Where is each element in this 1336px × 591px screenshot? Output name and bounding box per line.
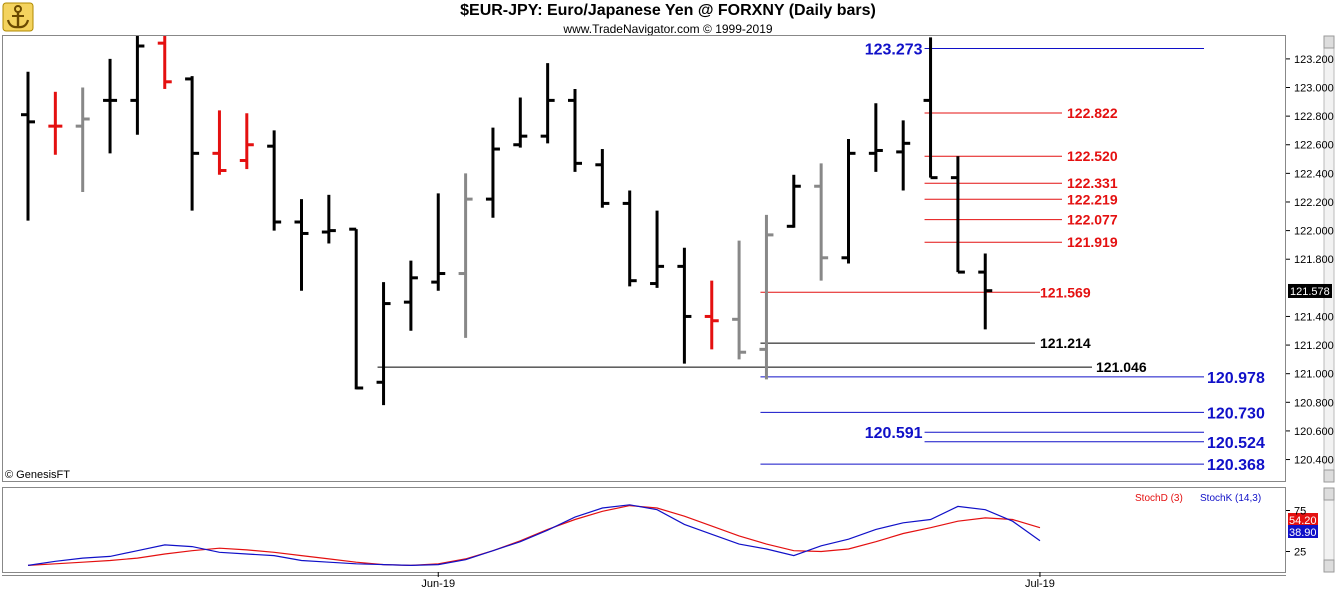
chart-subtitle: www.TradeNavigator.com © 1999-2019 [563,22,773,36]
ohlc-bar [759,214,774,380]
stochastic-value-box [1288,525,1318,538]
blue-level-label: 120.591 [865,425,923,442]
red-level-label: 122.219 [1067,191,1118,207]
stochastic-tick-label: 25 [1294,547,1306,559]
ohlc-bar [540,63,555,144]
stochastic-legend-label: StochK (14,3) [1200,493,1261,504]
last-price-box [1288,283,1332,298]
ohlc-bar [704,280,719,350]
stochastic-value-label: 54.20 [1289,515,1317,527]
price-tick-label: 122.800 [1294,111,1334,123]
black-level-label: 121.046 [1096,359,1147,375]
ohlc-bar [48,91,63,155]
time-axis-labels: Jun-19 Jul-19 [421,572,1055,590]
price-tick-label: 121.000 [1294,369,1334,381]
last-price-label: 121.578 [1290,286,1330,298]
price-tick-label: 120.400 [1294,455,1334,467]
last-price-marker: 121.578 [1288,283,1332,298]
chart-header: $EUR-JPY: Euro/Japanese Yen @ FORXNY (Da… [0,0,1336,36]
price-levels: 123.273 120.978 120.730 120.591 120.524 120.3… [377,41,1265,474]
credit-label: © GenesisFT [5,469,70,481]
stochastic-value-label: 38.90 [1289,527,1317,539]
ohlc-bar [650,210,665,288]
ohlc-bar [568,88,582,172]
ohlc-bar [75,87,90,192]
price-tick-label: 123.000 [1294,83,1334,95]
ohlc-bar [978,253,993,330]
red-level-label: 122.822 [1067,105,1118,121]
ohlc-bar [349,227,364,390]
price-tick-label: 120.600 [1294,426,1334,438]
stochastic-value-box [1288,513,1318,526]
ohlc-bar [294,199,309,291]
time-tick-label: Jul-19 [1025,578,1055,590]
ohlc-bar [21,71,35,221]
ohlc-bar [923,37,938,180]
ohlc-bar [513,97,528,148]
ohlc-bar [185,76,200,211]
price-bars [21,36,993,406]
ohlc-bar [814,163,829,281]
red-level-label: 122.520 [1067,148,1118,164]
ohlc-bar [868,103,883,172]
price-tick-label: 120.800 [1294,397,1334,409]
time-tick-label: Jun-19 [421,578,455,590]
red-level-label: 122.077 [1067,212,1118,228]
ohlc-bar [431,193,446,291]
ohlc-bar [130,36,145,135]
blue-level-label: 120.368 [1207,457,1265,474]
ohlc-bar [485,127,500,218]
ohlc-bar [595,149,610,208]
price-axis: 123.200 123.000 122.800 122.600 122.400 122.2… [1286,54,1334,467]
price-tick-label: 121.400 [1294,311,1334,323]
price-tick-label: 123.200 [1294,54,1334,66]
ohlc-bar [732,240,747,360]
blue-level-label: 120.730 [1207,405,1265,422]
price-scrollbar[interactable] [1323,35,1335,483]
ohlc-bar [403,260,418,331]
ohlc-bar [321,194,336,244]
ohlc-bar [677,247,692,364]
stochastic-line [27,504,1041,567]
price-tick-label: 122.600 [1294,140,1334,152]
blue-level-label: 120.524 [1207,435,1265,452]
price-tick-label: 122.000 [1294,226,1334,238]
red-level-label: 122.331 [1067,175,1118,191]
black-level-label: 121.214 [1040,335,1091,351]
ohlc-bar [157,36,172,89]
ohlc-bar [950,156,965,274]
ohlc-bar [786,174,801,228]
blue-level-label: 123.273 [865,41,923,58]
stochastic-axis: 75 25 [1286,506,1306,559]
price-tick-label: 121.200 [1294,340,1334,352]
stochastic-lines: StochD (3) 54.20 StochK (14,3) 38.90 [27,493,1318,567]
ohlc-bar [376,282,391,406]
anchor-icon [2,2,34,32]
stochastic-scrollbar[interactable] [1323,487,1335,573]
price-tick-label: 122.400 [1294,168,1334,180]
chart-title: $EUR-JPY: Euro/Japanese Yen @ FORXNY (Da… [460,2,876,19]
price-tick-label: 122.200 [1294,197,1334,209]
price-panel [2,35,1286,482]
red-level-label: 121.569 [1040,284,1091,300]
blue-level-label: 120.978 [1207,370,1265,387]
stochastic-tick-label: 75 [1294,506,1306,518]
ohlc-bar [239,113,254,170]
ohlc-bar [622,190,637,287]
stochastic-legend-label: StochD (3) [1135,493,1183,504]
red-level-label: 121.919 [1067,234,1118,250]
stochastic-panel [2,487,1286,573]
ohlc-bar [267,130,282,231]
ohlc-bar [103,58,118,154]
ohlc-bar [841,139,856,264]
ohlc-bar [212,110,227,175]
ohlc-bar [896,120,911,191]
stochastic-line [27,504,1041,567]
ohlc-bar [458,173,473,338]
price-tick-label: 121.800 [1294,254,1334,266]
